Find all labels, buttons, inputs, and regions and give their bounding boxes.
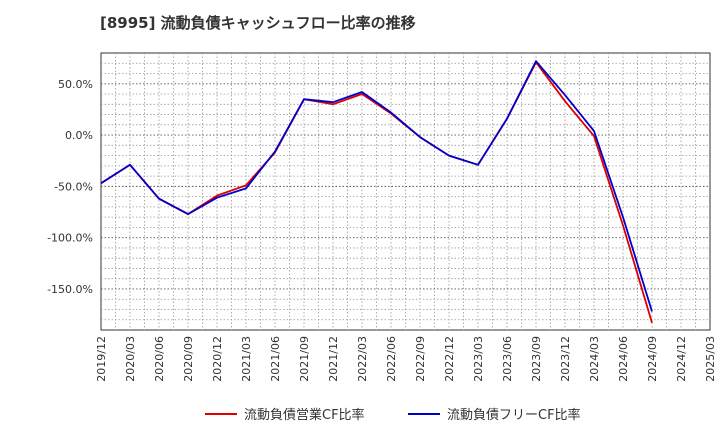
y-tick-label: -150.0% <box>47 283 93 296</box>
x-tick-label: 2025/03 <box>704 336 717 382</box>
axis-layer: 50.0% 0.0% -50.0% -100.0% -150.0% 2019/12 2020… <box>47 78 717 382</box>
x-tick-label: 2021/06 <box>269 336 282 382</box>
x-tick-label: 2021/03 <box>240 336 253 382</box>
x-tick-label: 2020/12 <box>211 336 224 382</box>
x-tick-label: 2021/09 <box>298 336 311 382</box>
x-tick-label: 2023/12 <box>559 336 572 382</box>
legend: 流動負債営業CF比率 流動負債フリーCF比率 <box>205 407 581 423</box>
series-layer <box>100 60 653 324</box>
x-tick-label: 2023/06 <box>501 336 514 382</box>
x-tick-label: 2022/12 <box>443 336 456 382</box>
chart-title: [8995] 流動負債キャッシュフロー比率の推移 <box>100 14 416 32</box>
x-tick-label: 2020/09 <box>182 336 195 382</box>
y-tick-label: 50.0% <box>58 78 93 91</box>
x-tick-label: 2023/09 <box>530 336 543 382</box>
grid-layer <box>101 53 710 330</box>
x-tick-label: 2022/03 <box>356 336 369 382</box>
x-tick-label: 2022/06 <box>385 336 398 382</box>
x-tick-label: 2020/03 <box>124 336 137 382</box>
x-tick-label: 2021/12 <box>327 336 340 382</box>
x-tick-label: 2024/03 <box>588 336 601 382</box>
x-tick-label: 2024/09 <box>646 336 659 382</box>
series-line-2 <box>100 60 653 312</box>
x-tick-label: 2024/12 <box>675 336 688 382</box>
legend-label-series-1: 流動負債営業CF比率 <box>244 407 365 423</box>
y-tick-label: -50.0% <box>54 180 93 193</box>
legend-label-series-2: 流動負債フリーCF比率 <box>447 407 581 423</box>
x-tick-label: 2020/06 <box>153 336 166 382</box>
y-tick-label: -100.0% <box>47 232 93 245</box>
y-tick-label: 0.0% <box>65 129 93 142</box>
x-tick-label: 2023/03 <box>472 336 485 382</box>
x-tick-label: 2019/12 <box>95 336 108 382</box>
x-tick-label: 2022/09 <box>414 336 427 382</box>
x-tick-label: 2024/06 <box>617 336 630 382</box>
